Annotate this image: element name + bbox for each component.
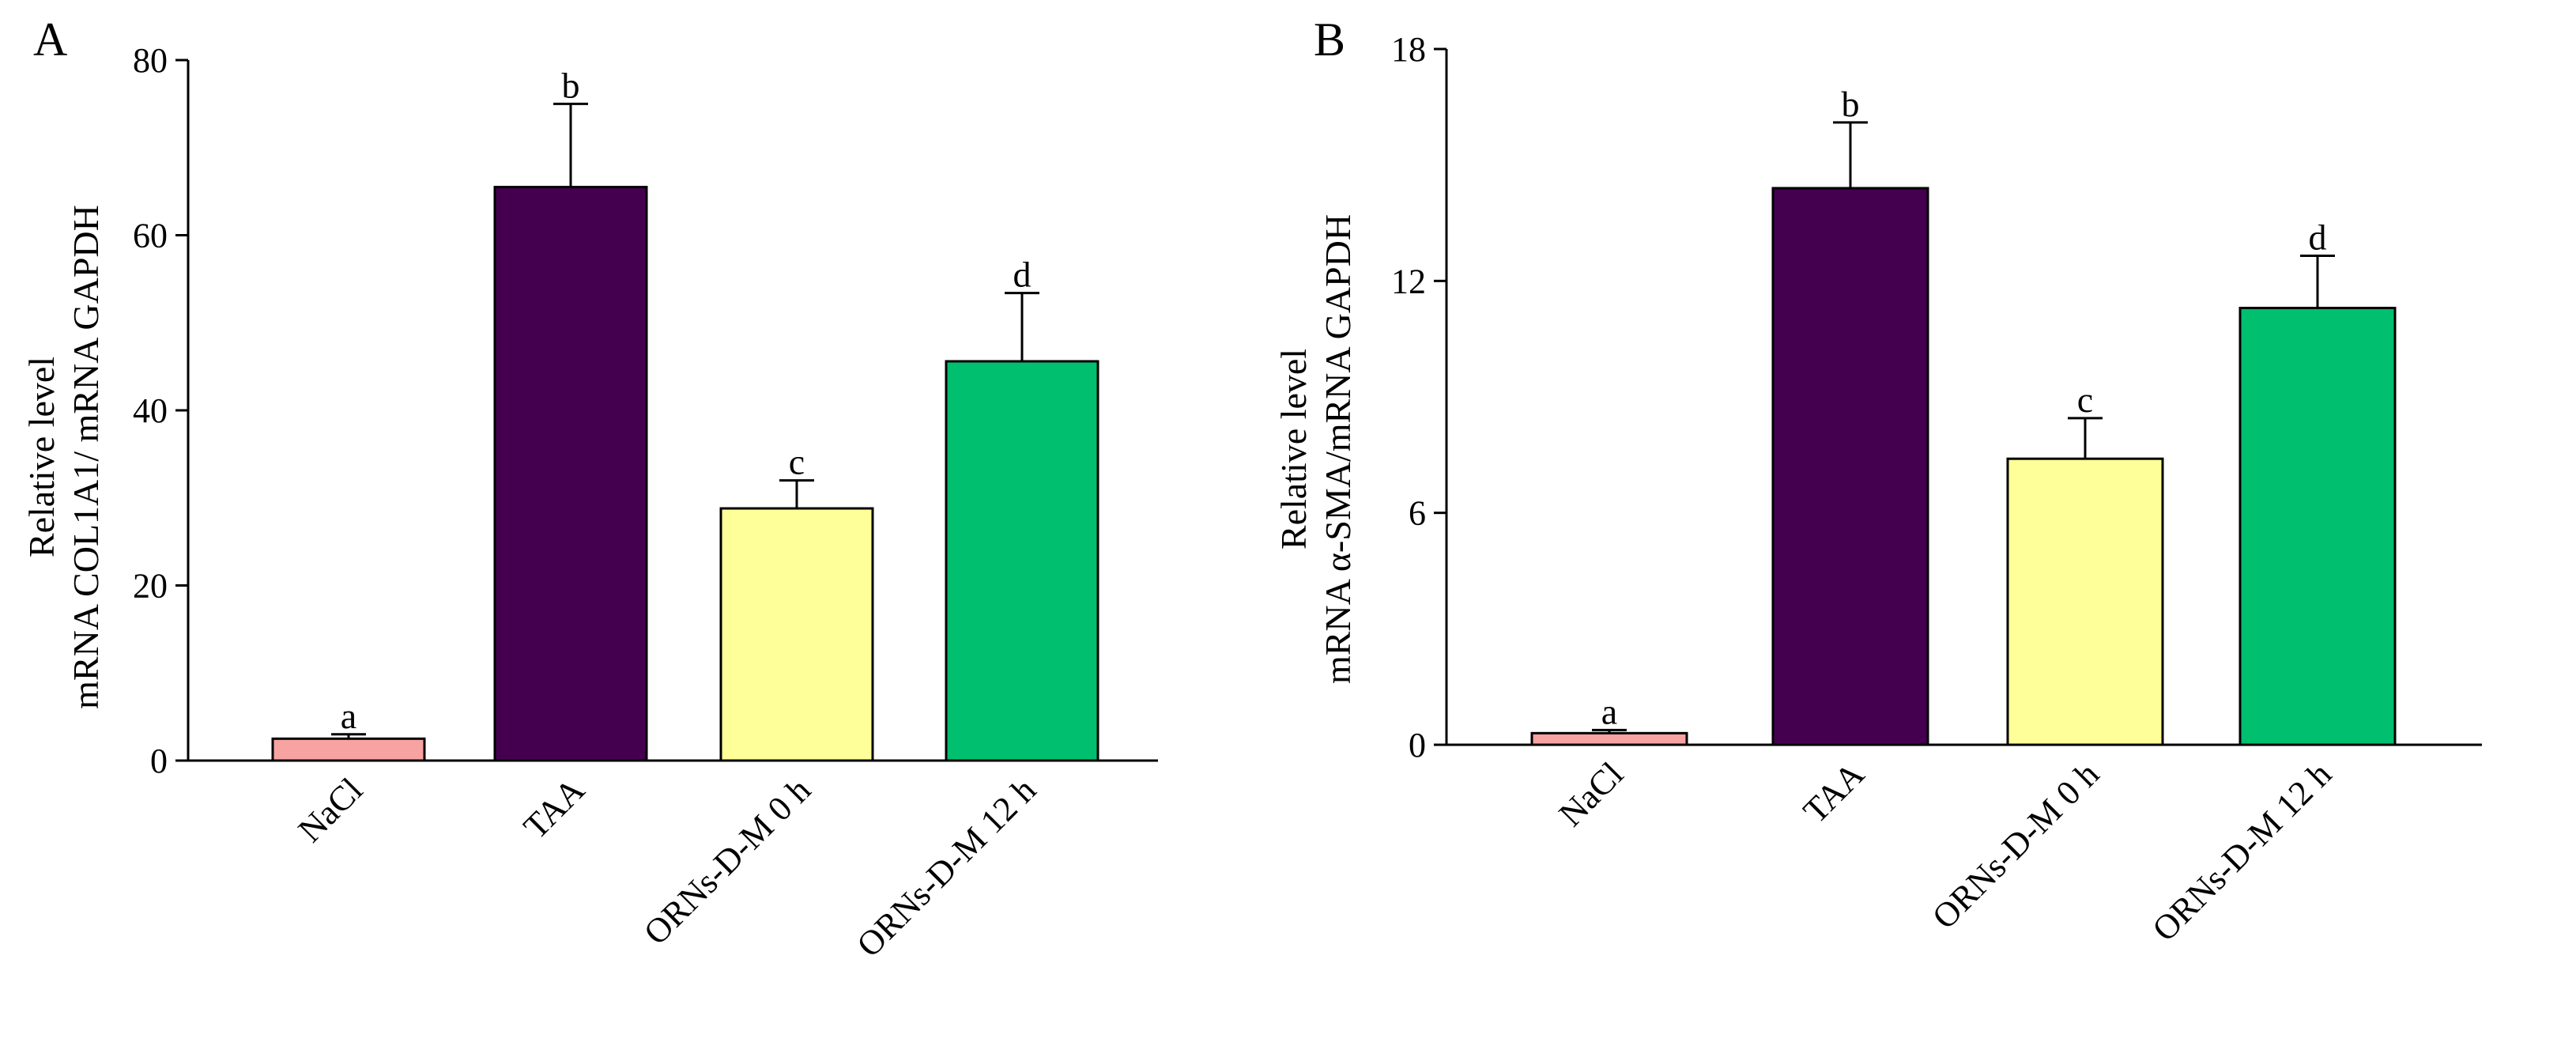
- panel-b-ylabel-line1: Relative level: [1273, 349, 1314, 549]
- panel-b-ytick-label: 12: [1391, 262, 1426, 300]
- panel-a-bar: [271, 737, 426, 762]
- panel-a-category-label: ORNs-D-M 0 h: [636, 770, 818, 952]
- panel-b-category-label: TAA: [1796, 754, 1872, 830]
- panel-b-significance-label: d: [2309, 217, 2327, 258]
- panel-b-ytick-label: 18: [1391, 30, 1426, 69]
- panel-a-ytick-label: 80: [133, 41, 168, 80]
- panel-a-significance-label: d: [1013, 255, 1032, 295]
- panel-b-ytick-label: 0: [1409, 726, 1426, 765]
- panel-a-significance-label: a: [341, 696, 356, 736]
- panel-a-ytick-label: 60: [133, 217, 168, 255]
- panel-a-category-label: ORNs-D-M 12 h: [850, 770, 1044, 965]
- panel-a: A Relative level mRNA COL1A1/ mRNA GAPDH…: [21, 13, 1158, 965]
- panel-a-significance-label: b: [562, 65, 580, 105]
- panel-b-significance-label: b: [1842, 84, 1860, 124]
- panel-a-ytick-label: 40: [133, 391, 168, 430]
- panel-a-ytick-label: 20: [133, 567, 168, 606]
- panel-b-significance-label: c: [2077, 380, 2093, 420]
- panel-a-ylabel-line1: Relative level: [21, 357, 62, 557]
- panel-b-ylabel-line2: mRNA α-SMA/mRNA GAPDH: [1318, 214, 1358, 684]
- panel-b-significance-label: a: [1601, 691, 1617, 731]
- panel-b-category-label: ORNs-D-M 0 h: [1925, 754, 2106, 936]
- panel-a-significance-label: c: [789, 442, 805, 482]
- panel-a-category-label: NaCl: [291, 770, 370, 849]
- panel-a-bar: [719, 507, 874, 762]
- panel-b-category-label: ORNs-D-M 12 h: [2145, 754, 2340, 949]
- panel-a-category-label: TAA: [516, 770, 592, 846]
- panel-b-bar: [1771, 187, 1929, 746]
- panel-b-category-label: NaCl: [1552, 754, 1631, 833]
- panel-a-bar: [493, 186, 648, 762]
- panel-b-bar: [2006, 457, 2164, 746]
- panel-a-bar: [945, 360, 1099, 762]
- panel-b-ytick-label: 6: [1409, 494, 1426, 533]
- panel-b-bar: [1530, 731, 1688, 746]
- panel-a-ytick-label: 0: [150, 742, 168, 780]
- panel-a-label: A: [33, 13, 67, 66]
- panel-a-plot: 0 20 40 60 80 a NaCl b TAA c ORNs-D-M 0 h d ORNs-D-M…: [133, 41, 1158, 965]
- panel-b: B Relative level mRNA α-SMA/mRNA GAPDH 0…: [1273, 13, 2482, 949]
- panel-a-ylabel-line2: mRNA COL1A1/ mRNA GAPDH: [66, 205, 106, 709]
- panel-b-label: B: [1314, 13, 1345, 66]
- panel-b-plot: 0 6 12 18 a NaCl b TAA c ORNs-D-M 0 h d ORNs-D-M 12…: [1391, 30, 2482, 949]
- panel-b-bar: [2238, 307, 2397, 746]
